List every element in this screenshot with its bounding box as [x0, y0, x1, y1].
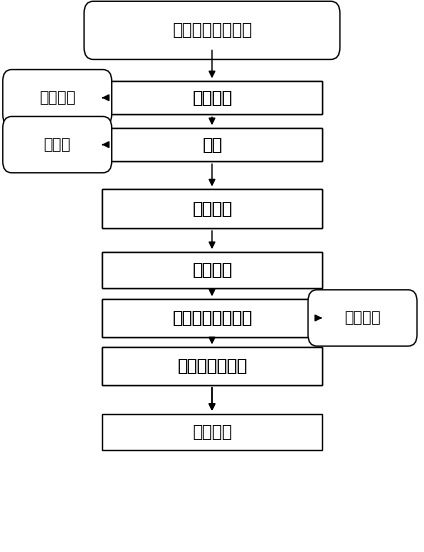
FancyBboxPatch shape [308, 290, 417, 346]
Bar [102, 128, 322, 161]
Text: 配料溶解: 配料溶解 [192, 89, 232, 107]
FancyBboxPatch shape [3, 70, 112, 126]
Bar [102, 252, 322, 288]
Text: 过滤除菌: 过滤除菌 [192, 200, 232, 217]
FancyBboxPatch shape [3, 116, 112, 173]
Bar [102, 189, 322, 228]
Bar [102, 189, 322, 228]
Text: 脱色: 脱色 [202, 136, 222, 153]
Bar [102, 252, 322, 288]
Text: 配料溶解: 配料溶解 [192, 89, 232, 107]
Text: 冷却结晶: 冷却结晶 [192, 261, 232, 279]
Bar [102, 414, 322, 449]
Bar [102, 299, 322, 337]
Text: 无水乙醇: 无水乙醇 [344, 310, 381, 326]
Text: 脱色: 脱色 [202, 136, 222, 153]
Bar [102, 347, 322, 385]
Text: 出料、称量包装: 出料、称量包装 [177, 357, 247, 375]
Text: 过滤除菌: 过滤除菌 [192, 200, 232, 217]
Bar [102, 299, 322, 337]
Bar [102, 347, 322, 385]
Text: 冷却结晶: 冷却结晶 [192, 261, 232, 279]
FancyBboxPatch shape [84, 1, 340, 60]
Bar [102, 81, 322, 114]
Text: 过滤、洗涤、干燥: 过滤、洗涤、干燥 [172, 309, 252, 327]
Text: 无水乙醇: 无水乙醇 [39, 90, 75, 105]
Text: 成品入库: 成品入库 [192, 423, 232, 440]
Text: 出料、称量包装: 出料、称量包装 [177, 357, 247, 375]
Text: 过滤、洗涤、干燥: 过滤、洗涤、干燥 [172, 309, 252, 327]
Text: 盐酸甲氯芬酯粗品: 盐酸甲氯芬酯粗品 [172, 22, 252, 39]
Bar [102, 128, 322, 161]
Text: 活性炭: 活性炭 [44, 137, 71, 152]
Bar [102, 81, 322, 114]
